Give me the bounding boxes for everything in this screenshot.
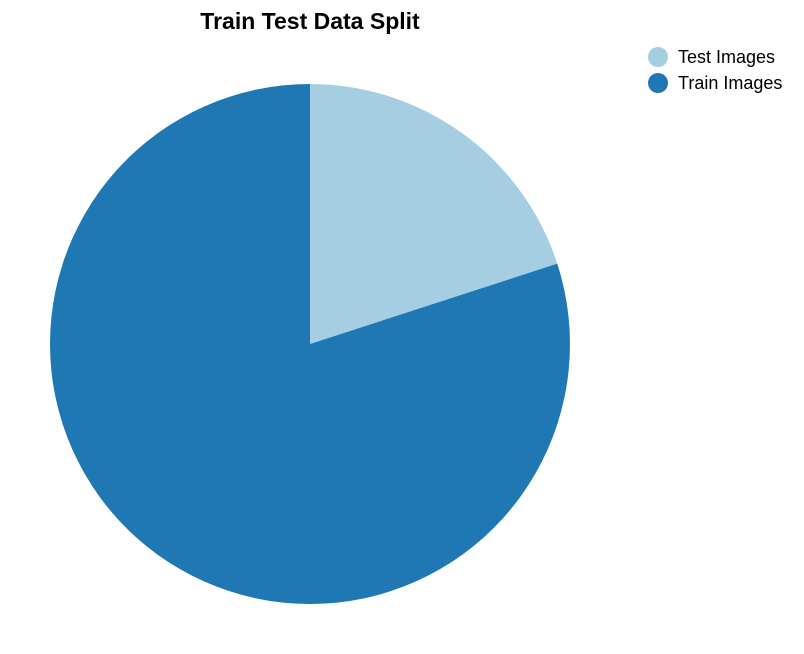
pie-slice-train-images: [49, 84, 570, 604]
legend-swatch-train-images: [648, 73, 668, 93]
legend: Test Images Train Images: [648, 44, 782, 96]
chart-title: Train Test Data Split: [200, 8, 420, 34]
legend-item-train-images: Train Images: [648, 70, 782, 96]
legend-label-train-images: Train Images: [678, 72, 783, 93]
pie-slice-test-images: [310, 84, 558, 344]
legend-swatch-test-images: [648, 47, 668, 67]
legend-label-test-images: Test Images: [678, 46, 776, 67]
pie-slices: [49, 84, 570, 604]
legend-item-test-images: Test Images: [648, 44, 782, 70]
